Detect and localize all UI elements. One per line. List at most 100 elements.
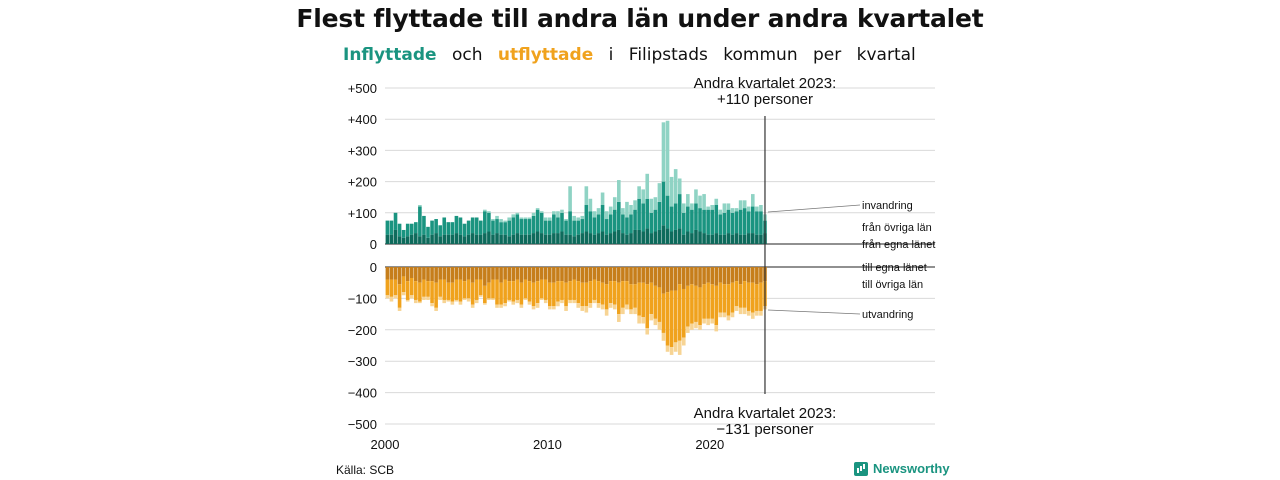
bar-out-own <box>442 267 447 280</box>
bar-in-other <box>466 220 471 235</box>
bar-in-immigration <box>633 200 637 210</box>
bar-out-own <box>690 267 694 285</box>
bar-out-own <box>755 267 759 285</box>
bar-out-other <box>556 281 560 302</box>
x-tick-label: 2000 <box>371 437 400 452</box>
bar-in-own <box>556 233 560 244</box>
bar-out-other <box>617 282 621 315</box>
bar-out-own <box>458 267 463 280</box>
bar-out-emigration <box>637 315 641 324</box>
bar-out-own <box>669 267 674 291</box>
bar-out-other <box>665 292 670 346</box>
bar-out-emigration <box>653 318 658 326</box>
bar-out-other <box>641 282 645 318</box>
bar-out-other <box>588 281 593 304</box>
bar-out-emigration <box>385 295 390 299</box>
bar-out-own <box>645 267 650 285</box>
bar-in-immigration <box>686 194 690 207</box>
bar-in-other <box>552 214 556 234</box>
bar-out-other <box>653 285 658 319</box>
bar-out-own <box>401 267 406 277</box>
bar-out-other <box>576 281 581 304</box>
bar-in-other <box>495 219 499 234</box>
bar-out-other <box>742 281 747 308</box>
bar-out-other <box>681 288 686 338</box>
bar-out-other <box>645 284 650 329</box>
bar-out-other <box>418 282 422 302</box>
bar-out-own <box>499 267 503 283</box>
bar-out-other <box>422 279 426 297</box>
bar-in-own <box>690 233 694 244</box>
bar-in-other <box>694 203 698 230</box>
bar-out-emigration <box>751 312 755 319</box>
bar-out-other <box>612 281 617 305</box>
bar-in-immigration <box>617 180 621 202</box>
chart-title: Flest flyttade till andra län under andr… <box>296 4 984 33</box>
bar-out-other <box>515 279 520 300</box>
y-tick-label: +400 <box>348 112 377 127</box>
bar-in-own <box>653 231 658 244</box>
bar-out-own <box>677 267 682 285</box>
bar-in-own <box>511 234 516 244</box>
bar-out-other <box>755 284 759 311</box>
bar-out-emigration <box>734 306 739 311</box>
bar-out-emigration <box>539 298 544 300</box>
bar-in-immigration <box>604 211 609 220</box>
bar-out-other <box>698 287 702 326</box>
bar-out-other <box>499 282 503 305</box>
bar-in-immigration <box>629 205 633 215</box>
bar-out-own <box>746 267 751 283</box>
bar-in-other <box>755 211 759 235</box>
bar-out-other <box>430 281 434 304</box>
bar-in-other <box>718 214 723 235</box>
bar-in-own <box>694 229 698 244</box>
bar-in-immigration <box>726 203 731 210</box>
bar-in-immigration <box>669 176 674 207</box>
bar-out-emigration <box>422 296 426 300</box>
bar-out-own <box>478 267 483 280</box>
bar-in-immigration <box>645 173 650 199</box>
subtitle-word: per <box>813 45 842 65</box>
bar-in-own <box>588 233 593 244</box>
bar-in-own <box>434 233 438 244</box>
bar-out-other <box>438 279 442 297</box>
bar-out-other <box>552 282 556 307</box>
bar-in-immigration <box>730 208 735 213</box>
bar-in-other <box>596 214 601 234</box>
bar-in-other <box>665 195 670 229</box>
bar-in-other <box>746 211 751 234</box>
bar-out-own <box>617 267 621 283</box>
bar-in-immigration <box>759 205 763 212</box>
bar-in-other <box>470 217 475 234</box>
bar-out-other <box>527 281 532 302</box>
bar-out-other <box>657 287 662 322</box>
bar-in-other <box>548 220 552 235</box>
bar-out-emigration <box>442 299 447 304</box>
bar-out-emigration <box>507 299 511 302</box>
brand-name: Newsworthy <box>873 461 950 476</box>
bar-out-other <box>385 279 390 296</box>
bar-in-own <box>422 234 426 244</box>
series-label-outflow: utvandring <box>862 309 913 321</box>
bar-in-other <box>584 205 589 232</box>
bar-in-own <box>592 234 597 244</box>
bar-out-own <box>629 267 633 285</box>
bar-in-immigration <box>515 212 520 215</box>
bar-in-immigration <box>665 120 670 196</box>
bar-out-emigration <box>483 303 487 305</box>
bar-in-own <box>393 229 398 244</box>
bar-out-emigration <box>580 306 585 311</box>
bar-out-own <box>527 267 532 282</box>
bar-out-other <box>564 282 568 307</box>
bar-in-immigration <box>641 189 645 204</box>
bar-out-own <box>519 267 524 283</box>
bar-in-own <box>698 231 702 244</box>
bar-in-own <box>450 234 455 244</box>
bar-in-immigration <box>738 200 743 210</box>
bar-in-immigration <box>552 211 556 215</box>
bar-in-own <box>397 236 402 244</box>
bar-in-own <box>755 234 759 244</box>
bar-in-own <box>673 229 678 244</box>
bar-in-own <box>584 231 589 244</box>
bar-in-immigration <box>499 219 503 223</box>
